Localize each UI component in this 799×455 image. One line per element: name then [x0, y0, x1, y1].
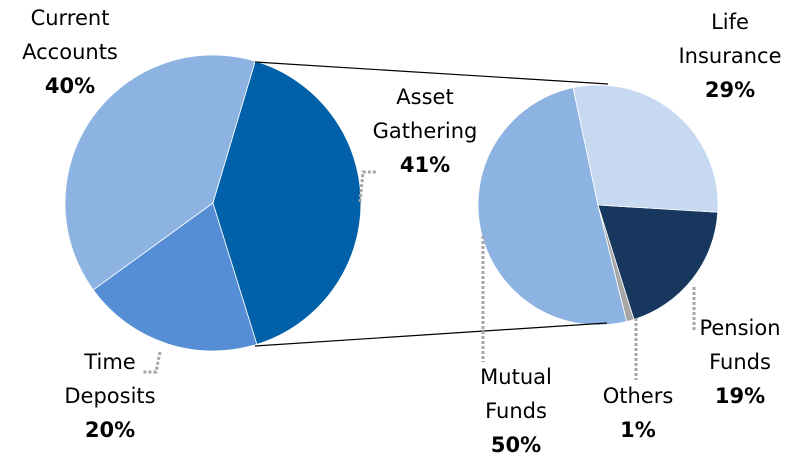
category-label: Pension Funds — [699, 316, 781, 374]
value-label: 40% — [44, 74, 96, 98]
slice-label: Others 1% — [603, 379, 674, 447]
connector-line — [254, 322, 608, 347]
category-label: Current Accounts — [22, 6, 118, 64]
pie-slice — [212, 60, 362, 345]
slice-label: Current Accounts 40% — [22, 1, 118, 103]
pie-slice — [477, 87, 628, 326]
value-label: 19% — [714, 384, 766, 408]
category-label: Asset Gathering — [372, 85, 478, 143]
value-label: 20% — [84, 418, 136, 442]
connector-line — [254, 61, 609, 85]
value-label: 50% — [490, 433, 542, 455]
value-label: 1% — [620, 418, 656, 442]
leader-line — [358, 170, 376, 203]
value-label: 29% — [704, 78, 756, 102]
slice-label: Time Deposits 20% — [64, 345, 155, 447]
leader-line — [143, 351, 162, 374]
slice-label: Life Insurance 29% — [678, 5, 781, 107]
category-label: Life Insurance — [678, 10, 782, 68]
pie-slice — [64, 54, 256, 291]
slice-label: Asset Gathering 41% — [373, 80, 478, 182]
pie-slice — [92, 202, 258, 352]
category-label: Others — [602, 384, 674, 408]
slice-label: Mutual Funds 50% — [480, 360, 552, 455]
category-label: Mutual Funds — [480, 365, 552, 423]
category-label: Time Deposits — [64, 350, 156, 408]
slice-label: Pension Funds 19% — [699, 311, 780, 413]
pie-slice — [572, 84, 719, 213]
value-label: 41% — [399, 153, 451, 177]
pie-slice — [597, 204, 719, 320]
